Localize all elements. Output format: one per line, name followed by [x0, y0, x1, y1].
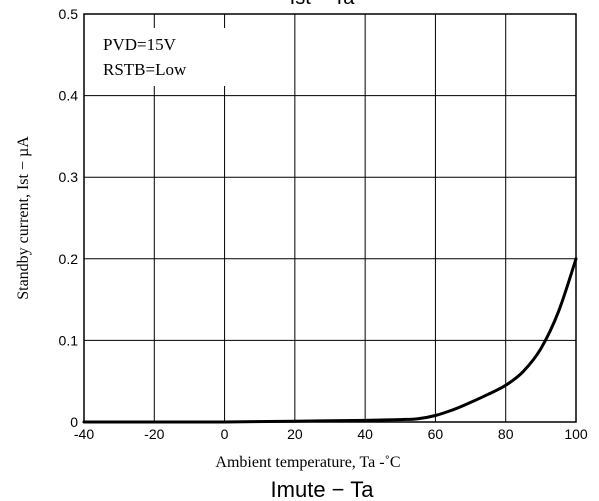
y-tick-label: 0.3: [59, 169, 79, 185]
annotation-line-2: RSTB=Low: [103, 60, 187, 79]
x-tick-label: -20: [144, 426, 164, 442]
y-tick-label: 0.2: [59, 251, 79, 267]
x-axis-label: Ambient temperature, Ta -˚C: [215, 454, 400, 471]
top-cut-title: Ist − Ta: [290, 0, 356, 9]
y-tick-label: 0: [70, 414, 78, 430]
x-tick-label: 60: [428, 426, 444, 442]
x-tick-label: 40: [357, 426, 373, 442]
x-tick-label: 20: [287, 426, 303, 442]
x-tick-label: 100: [564, 426, 588, 442]
x-tick-label: -40: [74, 426, 94, 442]
y-tick-label: 0.5: [59, 6, 79, 22]
annotation-line-1: PVD=15V: [103, 35, 177, 54]
series-line: [82, 257, 578, 424]
y-tick-labels: 0 0.1 0.2 0.3 0.4 0.5: [59, 6, 79, 430]
y-tick-label: 0.4: [59, 88, 79, 104]
y-axis-label: Standby current, Ist − µA: [15, 136, 32, 300]
x-tick-label: 0: [221, 426, 229, 442]
y-tick-label: 0.1: [59, 332, 79, 348]
x-tick-label: 80: [498, 426, 514, 442]
annotation-box: [90, 28, 228, 86]
x-tick-labels: -40 -20 0 20 40 60 80 100: [74, 426, 588, 442]
bottom-cut-title: Imute − Ta: [271, 477, 375, 501]
